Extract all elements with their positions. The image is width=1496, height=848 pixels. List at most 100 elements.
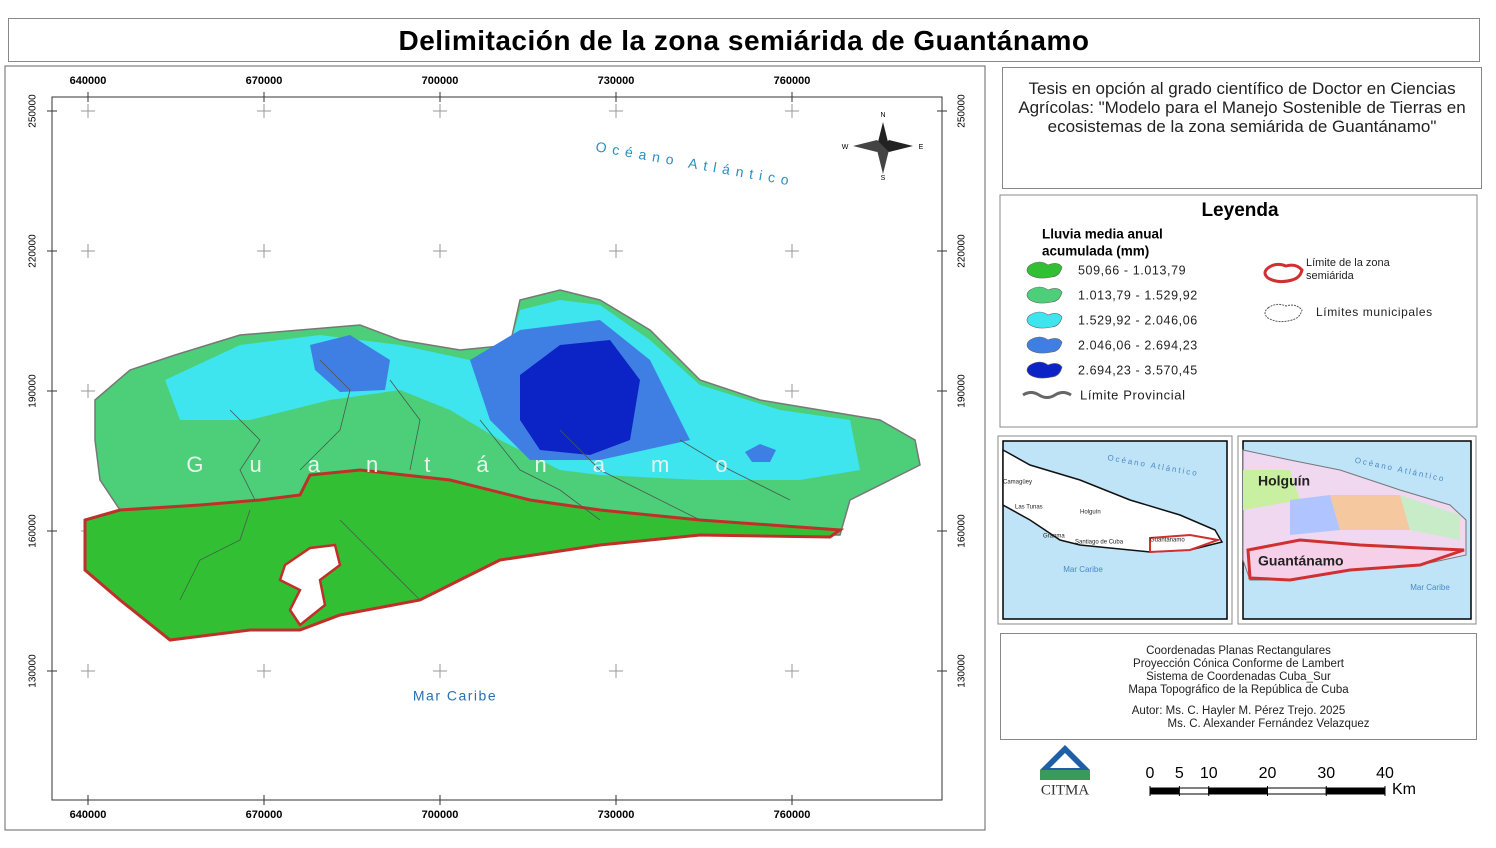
municipal-line (389, 379, 421, 471)
municipal-lines (179, 359, 791, 601)
scale-segment (1149, 787, 1180, 795)
legend-label: 2.694,23 - 3.570,45 (1078, 363, 1198, 377)
sea-label: Mar Caribe (413, 688, 497, 704)
compass-letter: E (919, 144, 924, 151)
credit-line: Autor: Ms. C. Hayler M. Pérez Trejo. 202… (1131, 705, 1346, 717)
rain-zone (745, 444, 776, 462)
inset-label: Santiago de Cuba (1075, 540, 1124, 546)
y-coord-label: 190000 (28, 374, 39, 408)
compass-letter: N (880, 112, 885, 119)
logo-roof-inner (1050, 753, 1080, 768)
y-coord-label: 130000 (28, 654, 39, 688)
legend-swatch (1026, 336, 1063, 354)
rain-zone (83, 468, 845, 642)
y-coord-label: 220000 (957, 234, 968, 268)
graticule-cross (257, 664, 271, 678)
credit-line: Proyección Cónica Conforme de Lambert (1133, 658, 1344, 670)
graticule-cross (785, 104, 799, 118)
municipal-line (299, 359, 351, 471)
graticule-cross (609, 244, 623, 258)
scale-label: 0 (1146, 765, 1155, 782)
legend-provincial-swatch (1022, 391, 1072, 399)
rain-zone (310, 335, 390, 392)
inset-province (1246, 538, 1465, 582)
scale-segment (1208, 787, 1268, 795)
legend-subtitle: Lluvia media anual (1042, 227, 1163, 242)
credit-line: Sistema de Coordenadas Cuba_Sur (1146, 671, 1331, 683)
graticule-cross (81, 104, 95, 118)
y-coord-label: 190000 (957, 374, 968, 408)
compass-needle (883, 140, 913, 152)
graticule-cross (609, 104, 623, 118)
compass-needle (877, 146, 889, 174)
rain-zones (83, 289, 921, 642)
graticule-cross (81, 664, 95, 678)
title: Delimitación de la zona semiárida de Gua… (8, 18, 1480, 62)
municipal-line (679, 439, 791, 501)
municipal-line (559, 429, 701, 521)
compass-letter: W (842, 144, 849, 151)
legend-semiarid-swatch (1263, 262, 1304, 284)
graticule-cross (785, 664, 799, 678)
graticule-cross (433, 104, 447, 118)
inset-label: Camagüey (1003, 480, 1032, 486)
graticule-cross (257, 104, 271, 118)
excluded-area (278, 543, 342, 627)
graticule-cross (609, 664, 623, 678)
y-coord-label: 160000 (28, 514, 39, 548)
graticule-cross (257, 244, 271, 258)
legend-label: 2.046,06 - 2.694,23 (1078, 338, 1198, 352)
graticule-cross (81, 384, 95, 398)
legend-label: 509,66 - 1.013,79 (1078, 263, 1186, 277)
legend-title: Leyenda (1201, 200, 1279, 221)
y-coord-label: 250000 (28, 94, 39, 128)
graticule-cross (433, 244, 447, 258)
logo-base (1040, 770, 1090, 780)
scale-segment (1178, 787, 1210, 795)
logo: CITMA (1040, 745, 1090, 798)
inset-label: Granma (1043, 534, 1065, 540)
compass-letter: S (881, 175, 886, 182)
legend-swatch (1026, 361, 1063, 379)
legend-semiarid: Límite de la zona semiárida (1306, 257, 1390, 282)
inset-municipality (1290, 495, 1340, 535)
legend-provincial: Límite Provincial (1080, 387, 1186, 402)
municipal-line (179, 509, 251, 601)
graticule-cross (81, 244, 95, 258)
credit-line: Coordenadas Planas Rectangulares (1146, 645, 1331, 657)
scale-segment (1325, 787, 1386, 795)
scale-label: 5 (1175, 765, 1184, 782)
y-coord-label: 250000 (957, 94, 968, 128)
inset-label: Guantánamo (1150, 538, 1185, 544)
y-coord-label: 220000 (28, 234, 39, 268)
legend-swatch (1026, 311, 1063, 329)
x-coord-label: 760000 (774, 75, 811, 87)
inset-municipality (1330, 495, 1410, 530)
scale-segment (1267, 787, 1327, 795)
legend-municipal: Límites municipales (1316, 305, 1433, 319)
legend-label: 1.529,92 - 2.046,06 (1078, 313, 1198, 327)
x-coord-label: 730000 (598, 75, 635, 87)
inset-label: Mar Caribe (1410, 583, 1450, 592)
x-coord-label: 670000 (246, 809, 283, 821)
legend-swatch (1026, 261, 1063, 279)
inset-province (1149, 533, 1222, 554)
inset-label: Holguín (1258, 473, 1310, 489)
thesis-text: Tesis en opción al grado científico de D… (1002, 67, 1482, 189)
x-coord-label: 730000 (598, 809, 635, 821)
scale-label: 30 (1317, 765, 1335, 782)
province-label: Guantánamo (186, 452, 773, 477)
x-coord-label: 700000 (422, 809, 459, 821)
y-coord-label: 160000 (957, 514, 968, 548)
legend-classes: 509,66 - 1.013,79 1.013,79 - 1.529,92 1.52… (1026, 261, 1198, 379)
scale-label: 10 (1200, 765, 1218, 782)
compass-needle (853, 140, 883, 152)
legend-semiarid-wrap: Límite de la zona semiárida (1306, 257, 1390, 282)
graticule-cross (785, 244, 799, 258)
municipal-line (479, 419, 601, 521)
credits: Coordenadas Planas Rectangulares Proyecci… (1000, 633, 1477, 740)
legend-municipal-swatch (1264, 303, 1303, 323)
logo-text: CITMA (1041, 782, 1090, 798)
